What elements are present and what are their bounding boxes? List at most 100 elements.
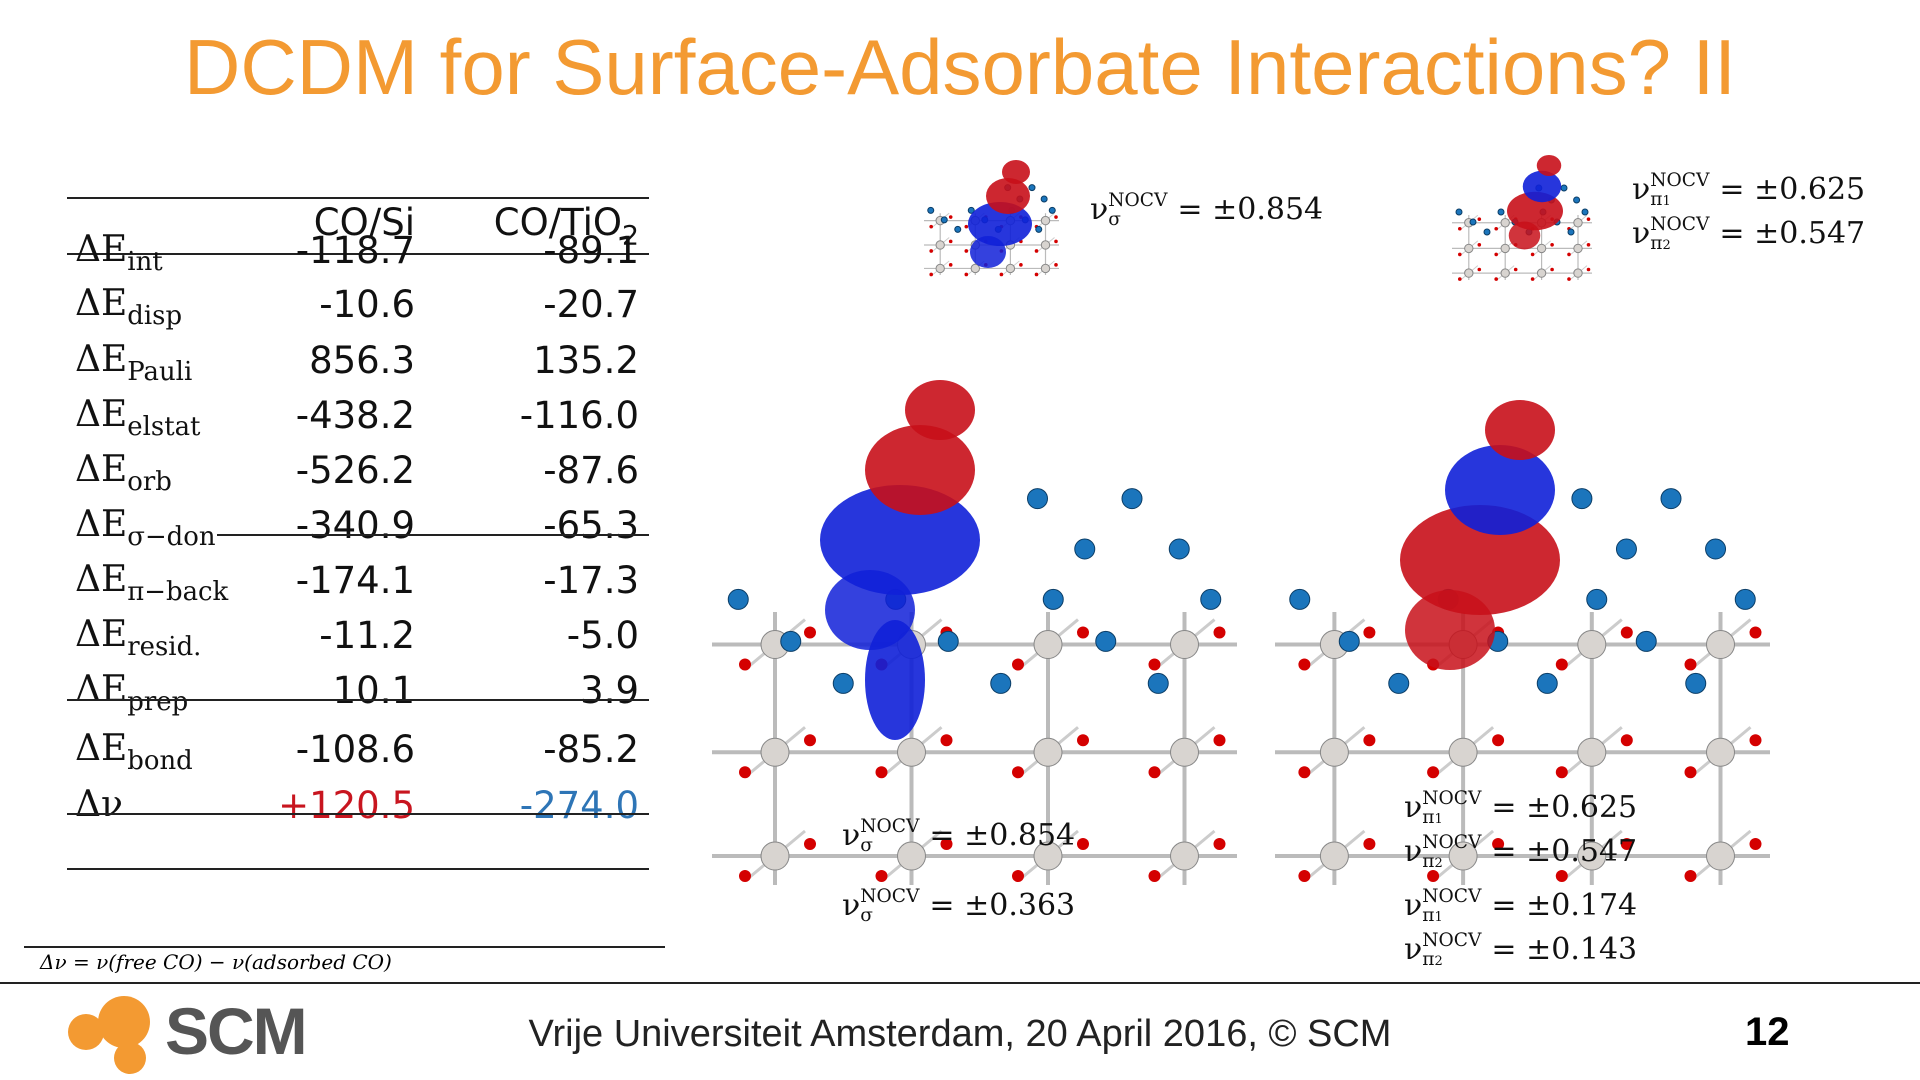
atom — [999, 272, 1004, 277]
atom — [1458, 252, 1462, 257]
atom — [1483, 228, 1491, 236]
column-header: CO/TiO2 — [494, 201, 639, 251]
atom — [804, 626, 816, 639]
nu-symbol: ν — [842, 818, 861, 853]
atom — [1573, 218, 1583, 228]
nu-symbol: ν — [1404, 790, 1423, 825]
atom — [1577, 630, 1607, 660]
nocv-value: = ±0.854 — [1177, 192, 1324, 227]
atom — [1040, 263, 1051, 274]
atom — [1586, 588, 1608, 610]
cell-value: 10.1 — [332, 669, 415, 712]
label-symbol: ΔE — [75, 339, 128, 380]
sup-sub: NOCV σ — [1108, 192, 1167, 229]
atom — [1586, 217, 1591, 221]
atom — [1019, 263, 1023, 267]
sub-greek: σ — [860, 835, 873, 856]
row-label: ΔEbond — [75, 728, 193, 776]
atom — [1550, 243, 1554, 247]
atom — [1573, 268, 1583, 278]
atom — [1536, 672, 1558, 694]
nocv-value: = ±0.625 — [1491, 790, 1638, 825]
nocv-sub: σ — [860, 835, 919, 856]
atom — [1536, 243, 1547, 254]
atom — [1660, 488, 1682, 510]
label-sub: bond — [127, 746, 193, 777]
atom — [760, 737, 790, 767]
atom — [1706, 630, 1735, 660]
atom — [1448, 737, 1478, 767]
atom — [927, 206, 935, 214]
sub-index: 1 — [1434, 910, 1443, 925]
atom — [1494, 277, 1498, 281]
orbital — [1536, 155, 1562, 176]
atom — [1168, 538, 1190, 560]
atom — [1121, 488, 1143, 510]
table-rule — [67, 197, 649, 199]
atom — [1555, 766, 1568, 779]
footnote-rule — [24, 946, 665, 948]
sub-index: 2 — [1434, 856, 1443, 871]
atom — [1319, 841, 1349, 871]
nocv-sub: σ — [860, 906, 919, 926]
nocv-sub: π1 — [1422, 808, 1481, 828]
table-row: ΔEdisp -10.6 -20.7 — [67, 283, 649, 338]
atom — [1148, 766, 1161, 779]
atom — [1028, 184, 1036, 192]
atom — [1040, 240, 1051, 250]
table-row: Δν +120.5 -274.0 — [67, 784, 649, 839]
atom — [1684, 658, 1697, 671]
atom — [1213, 626, 1226, 639]
nu-symbol: ν — [1632, 216, 1651, 251]
nocv-label: ν NOCV π1 = ±0.625 — [1632, 172, 1865, 210]
atom — [1012, 658, 1024, 671]
nocv-label: ν NOCV π2 = ±0.143 — [1404, 932, 1637, 970]
atom — [1749, 626, 1762, 639]
row-label: ΔEelstat — [75, 394, 200, 442]
atom — [1749, 838, 1762, 851]
atom — [1458, 226, 1462, 231]
atom — [1012, 766, 1024, 779]
cell-value: -340.9 — [295, 504, 415, 547]
row-label: ΔEresid. — [75, 614, 201, 662]
label-sub: prep — [127, 687, 189, 718]
label-sub: disp — [127, 301, 183, 332]
nocv-label: ν NOCV π2 = ±0.547 — [1404, 834, 1637, 872]
nocv-sub: π2 — [1650, 234, 1709, 254]
nocv-sup: NOCV — [1650, 214, 1710, 236]
cell-value: 856.3 — [309, 339, 415, 382]
table-rule — [67, 699, 649, 701]
atom — [727, 588, 749, 610]
atom — [929, 272, 933, 277]
atom — [1034, 249, 1039, 253]
atom — [897, 737, 926, 767]
header-text: CO/Si — [313, 201, 415, 244]
cell-value: -174.1 — [295, 559, 415, 602]
atom — [1492, 838, 1505, 851]
table-row: ΔEbond -108.6 -85.2 — [67, 728, 649, 783]
label-symbol: ΔE — [75, 394, 128, 435]
atom — [1567, 228, 1575, 236]
atom — [875, 766, 888, 779]
atom — [1586, 267, 1591, 272]
slide-title: DCDM for Surface-Adsorbate Interactions?… — [184, 23, 1736, 111]
atom — [1469, 218, 1477, 226]
atom — [739, 870, 751, 883]
atom — [1734, 588, 1756, 610]
label-sub: int — [127, 247, 163, 278]
table-rule — [67, 813, 649, 815]
cell-value: 3.9 — [580, 669, 639, 712]
atom — [1464, 268, 1474, 278]
atom — [1567, 252, 1571, 257]
label-symbol: ΔE — [75, 449, 128, 490]
sub-index: 2 — [1434, 954, 1443, 969]
table-rule — [217, 534, 649, 536]
nocv-sup: NOCV — [1422, 832, 1482, 854]
cell-value: -526.2 — [295, 449, 415, 492]
label-symbol: Δν — [75, 784, 123, 825]
atom — [935, 263, 945, 274]
atom — [1363, 734, 1376, 747]
cell-value: -108.6 — [295, 728, 415, 771]
atom — [948, 239, 953, 244]
